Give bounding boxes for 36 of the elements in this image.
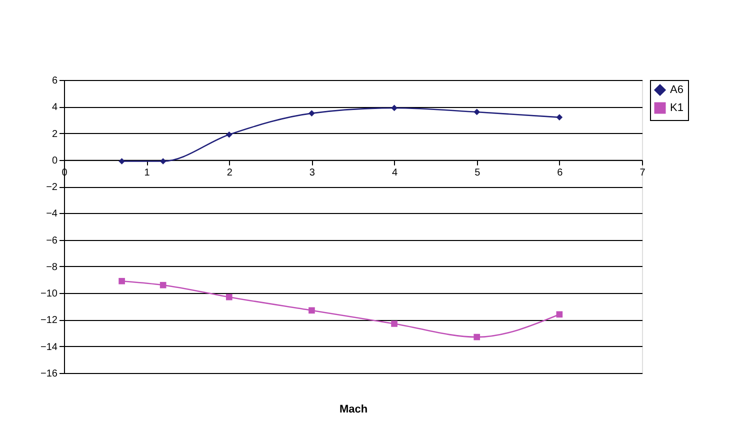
y-tick-label: 2 <box>52 128 58 140</box>
y-tick-label: −16 <box>40 368 58 380</box>
legend-label: K1 <box>670 102 684 114</box>
point <box>556 114 563 120</box>
y-tick-label: −8 <box>46 262 58 273</box>
x-tick-label: 6 <box>557 167 564 178</box>
y-tick-label: −10 <box>40 288 58 300</box>
point <box>391 104 398 112</box>
x-tick-label: 4 <box>392 167 398 178</box>
y-tick-label: 4 <box>52 102 58 114</box>
y-tick-label: −14 <box>40 342 58 353</box>
y-tick-label: −4 <box>46 208 58 220</box>
x-tick-label: 2 <box>226 167 233 178</box>
x-tick-label: 5 <box>474 167 481 178</box>
y-tick-label: −2 <box>46 182 58 194</box>
x-tick-label: 7 <box>640 167 646 178</box>
point <box>474 334 480 340</box>
point <box>118 158 125 164</box>
point <box>474 108 480 116</box>
y-tick-label: −12 <box>40 315 58 326</box>
point <box>308 110 315 116</box>
y-tick-label: −6 <box>46 235 58 246</box>
point <box>556 311 563 318</box>
y-tick-label: 6 <box>52 76 58 86</box>
x-tick-label: 3 <box>309 167 316 178</box>
x-axis-title: Mach <box>339 404 368 416</box>
point <box>226 131 232 138</box>
point <box>308 307 315 314</box>
legend-label: A6 <box>670 84 684 96</box>
point <box>391 320 398 327</box>
y-tick-label: 0 <box>52 155 58 166</box>
point <box>226 294 232 300</box>
point <box>160 158 166 164</box>
point <box>118 278 125 284</box>
x-tick-label: 1 <box>144 167 150 178</box>
point <box>160 282 166 288</box>
